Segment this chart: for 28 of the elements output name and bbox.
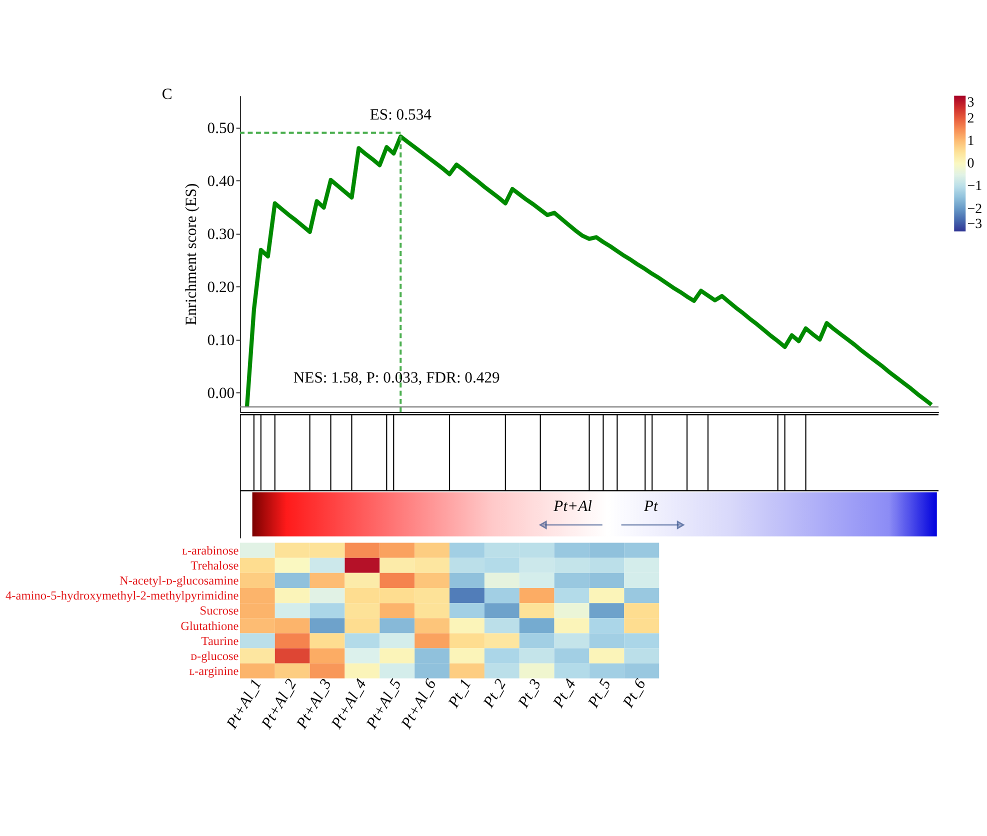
- color-bar-label: 0: [967, 156, 974, 172]
- y-axis-title: Enrichment score (ES): [182, 183, 200, 326]
- y-tick-label: Glutathione: [180, 618, 240, 633]
- y-tick-label: 4-amino-5-hydroxymethyl-2-methylpyrimidine: [6, 588, 240, 603]
- y-tick-label: 0.30: [207, 226, 235, 243]
- chart-title: C: [162, 86, 172, 104]
- y-tick-label: 0.40: [207, 172, 235, 190]
- color-bar-label: 3: [967, 95, 974, 110]
- y-tick-label: 0.00: [207, 384, 235, 402]
- y-tick-label: Sucrose: [200, 604, 240, 618]
- annotation: ES: 0.534: [370, 106, 432, 124]
- y-tick-label: Taurine: [201, 634, 240, 648]
- y-tick-label: 0.10: [207, 332, 235, 349]
- color-bar-label: −2: [967, 202, 982, 217]
- y-tick-label: 0.50: [207, 120, 235, 137]
- y-tick-label: N-acetyl-ᴅ-glucosamine: [119, 574, 240, 588]
- text: Pt: [642, 498, 658, 515]
- color-bar-label: −1: [967, 179, 982, 194]
- color-bar-label: −3: [967, 217, 982, 232]
- y-tick-label: ᴅ-glucose: [190, 648, 240, 663]
- color-bar-label: 1: [967, 134, 974, 150]
- y-tick-label: 0.20: [207, 278, 235, 296]
- text: Pt+Al: [552, 498, 592, 515]
- annotation: NES: 1.58, P: 0.033, FDR: 0.429: [293, 370, 500, 387]
- y-tick-label: Trehalose: [190, 558, 240, 573]
- color-bar-label: 2: [967, 111, 974, 126]
- y-tick-label: ʟ-arginine: [189, 664, 240, 678]
- y-tick-label: ʟ-arabinose: [182, 543, 240, 558]
